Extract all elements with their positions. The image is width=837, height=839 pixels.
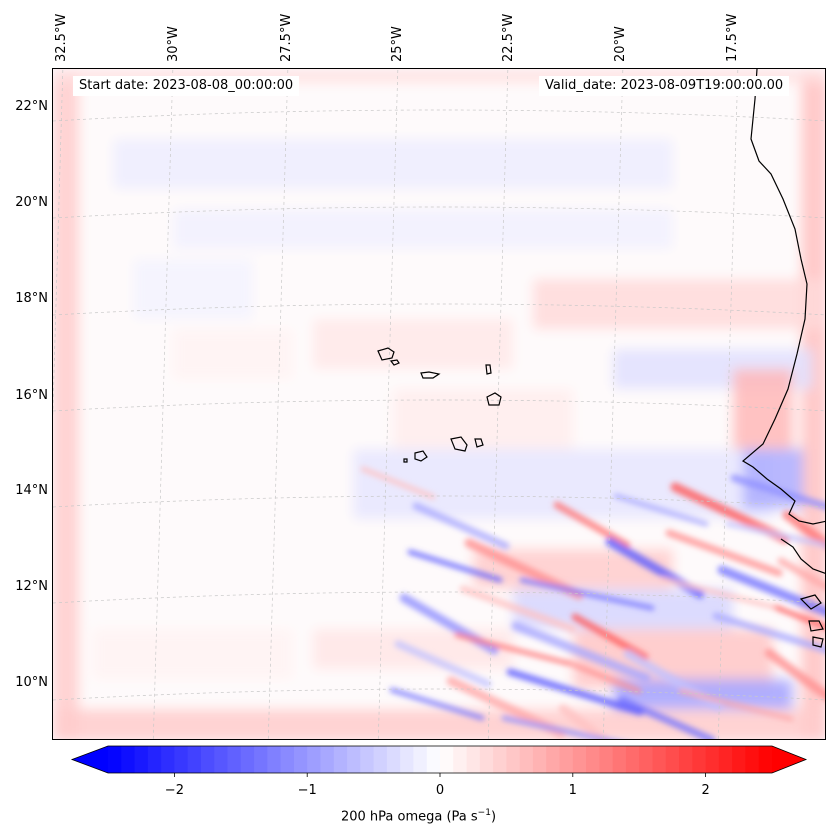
latitude-label: 14°N [15,483,48,498]
longitude-label: 30°W [166,26,181,62]
colorbar-step [493,746,507,773]
island-outline [486,392,502,406]
colorbar-step [440,746,454,773]
colorbar-step [108,746,122,773]
colorbar-step [280,746,295,773]
colorbar-step [692,746,707,773]
latitude-label: 12°N [15,579,48,594]
colorbar-step [625,746,640,773]
colorbar-step [612,746,627,773]
colorbar-step [134,746,149,773]
colorbar-step [519,746,534,773]
colorbar-step [400,746,414,773]
latitude-label: 10°N [15,675,48,690]
omega-streaks [360,466,825,739]
colorbar-step [347,746,361,773]
colorbar-step [161,746,175,773]
map-panel[interactable] [52,68,826,740]
colorbar-step [559,746,574,773]
colorbar-step [506,746,521,773]
omega-field-map [53,69,825,739]
colorbar-step [214,746,229,773]
coastlines [377,69,825,648]
island-outline [450,436,468,452]
colorbar-step [413,746,428,773]
colorbar-step [386,746,401,773]
colorbar-outline [70,745,808,774]
colorbar-label: 200 hPa omega (Pa s−1) [340,808,497,825]
colorbar-step [254,746,268,773]
island-outline [485,364,492,375]
longitude-label: 32.5°W [54,13,69,62]
colorbar-step [718,746,733,773]
colorbar-step [599,746,614,773]
colorbar-tick-label: −1 [297,783,317,798]
colorbar-step [479,746,494,773]
omega-shading [53,69,825,739]
island-outline [414,450,428,462]
colorbar-step [320,746,335,773]
colorbar-step [426,746,441,773]
colorbar-step [586,746,600,773]
island-outline [420,371,441,379]
colorbar-step [466,746,481,773]
guinea-coastline [780,538,825,574]
colorbar-step [705,746,720,773]
colorbar-step [652,746,667,773]
colorbar-step [200,746,215,773]
colorbar-step [679,746,693,773]
colorbar-step [546,746,561,773]
island-outline [389,359,400,366]
longitude-label: 27.5°W [279,13,294,62]
longitude-label: 17.5°W [725,13,740,62]
colorbar-step [745,746,760,773]
colorbar-step [187,746,202,773]
colorbar [70,745,808,777]
colorbar-max-extension [772,746,806,773]
colorbar-step [267,746,282,773]
africa-coastline [741,69,825,525]
colorbar-step [572,746,587,773]
colorbar-step [121,746,136,773]
colorbar-step [293,746,308,773]
latitude-label: 16°N [15,388,48,403]
longitude-label: 20°W [613,26,628,62]
longitude-label: 25°W [390,26,405,62]
colorbar-step [732,746,746,773]
valid-date-label: Valid_date: 2023-08-09T19:00:00.00 [539,76,790,96]
colorbar-tick-label: 0 [435,783,445,798]
map-gridlines [53,69,825,739]
colorbar-tick-label: 2 [701,783,710,798]
colorbar-tick-label: 1 [568,783,577,798]
colorbar-step [639,746,653,773]
colorbar-step [373,746,388,773]
colorbar-step [227,746,242,773]
longitude-label: 22.5°W [501,13,516,62]
colorbar-step [758,746,773,773]
latitude-label: 22°N [15,99,48,114]
colorbar-step [174,746,189,773]
island-outline [403,458,408,463]
colorbar-step [147,746,162,773]
colorbar-step [307,746,321,773]
island-outline [474,438,484,448]
colorbar-tick-label: −2 [164,783,184,798]
colorbar-step [333,746,348,773]
colorbar-step [453,746,468,773]
colorbar-step [532,746,547,773]
latitude-label: 20°N [15,195,48,210]
colorbar-step [240,746,255,773]
colorbar-min-extension [72,746,108,773]
island-outline [377,347,395,361]
colorbar-step [665,746,680,773]
start-date-label: Start date: 2023-08-08_00:00:00 [73,76,300,96]
colorbar-step [360,746,375,773]
latitude-label: 18°N [15,291,48,306]
bijagos-islands [799,594,824,648]
